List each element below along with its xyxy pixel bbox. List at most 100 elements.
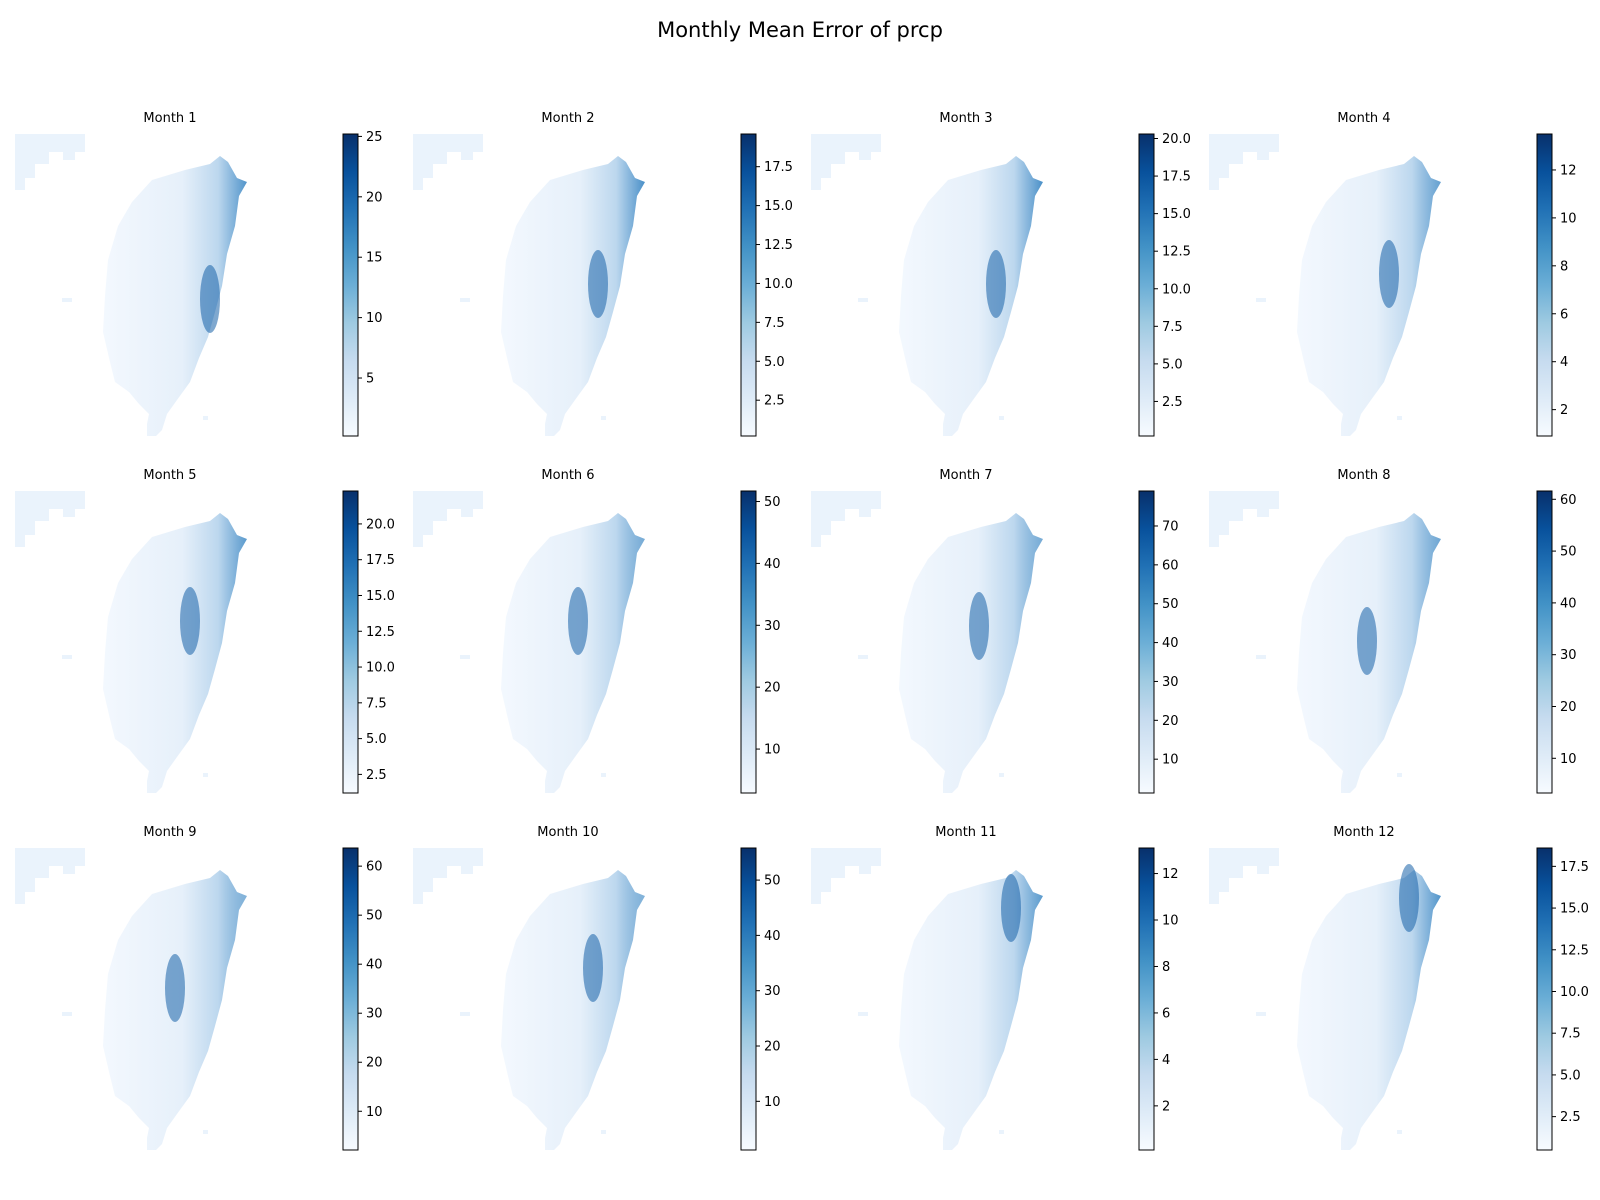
panel-title: Month 5 <box>143 468 196 483</box>
small-island <box>858 1012 868 1016</box>
colorbar-tick-label: 2 <box>1560 403 1568 418</box>
month-panel: Month 5 2.5 5.0 7.5 10.0 12.5 15.0 17.5 20.0 <box>15 468 395 794</box>
small-island <box>999 773 1004 777</box>
main-island-heatmap <box>899 156 1043 436</box>
colorbar-tick-label: 7.5 <box>1560 1027 1581 1042</box>
colorbar-tick-label: 8 <box>1560 259 1568 274</box>
colorbar-tick-label: 15 <box>366 251 383 266</box>
colorbar: 2 4 6 8 10 12 <box>1138 847 1179 1151</box>
offshore-islands <box>1209 491 1279 547</box>
colorbar-tick-label: 12.5 <box>1560 943 1589 958</box>
small-island <box>601 416 606 420</box>
colorbar-tick-label: 2 <box>1162 1099 1170 1114</box>
colorbar-tick-label: 20.0 <box>366 517 395 532</box>
colorbar-scale <box>342 490 359 794</box>
colorbar-tick-label: 60 <box>1162 558 1179 573</box>
colorbar-tick-label: 10 <box>764 743 781 758</box>
small-island <box>601 1130 606 1134</box>
colorbar-tick-label: 17.5 <box>1560 860 1589 875</box>
small-island <box>460 1012 470 1016</box>
small-island <box>62 655 72 659</box>
offshore-islands <box>811 848 881 904</box>
colorbar: 2.5 5.0 7.5 10.0 12.5 15.0 17.5 20.0 <box>1138 132 1191 437</box>
small-island <box>203 773 208 777</box>
colorbar-tick-label: 40 <box>1162 636 1179 651</box>
colorbar-tick-label: 15.0 <box>1560 902 1589 917</box>
colorbar-tick-label: 12.5 <box>1162 245 1191 260</box>
colorbar-tick-label: 12.5 <box>764 238 793 253</box>
month-panel: Month 1 5 10 15 20 25 <box>15 111 383 437</box>
colorbar-tick-label: 8 <box>1162 960 1170 975</box>
colorbar-scale <box>342 847 359 1151</box>
colorbar-tick-label: 20 <box>764 1040 781 1055</box>
colorbar: 5 10 15 20 25 <box>342 130 383 437</box>
error-hotspot <box>583 934 603 1002</box>
colorbar-tick-label: 25 <box>366 130 383 145</box>
panel-title: Month 4 <box>1337 111 1390 126</box>
panel-title: Month 7 <box>939 468 992 483</box>
error-hotspot <box>1357 607 1377 675</box>
colorbar-tick-label: 5.0 <box>1560 1068 1581 1083</box>
colorbar-scale <box>740 490 757 794</box>
month-panel: Month 8 10 20 30 40 50 60 <box>1209 468 1577 794</box>
colorbar: 10 20 30 40 50 <box>740 847 781 1151</box>
colorbar: 10 20 30 40 50 60 <box>1536 490 1577 794</box>
colorbar-tick-label: 5.0 <box>366 732 387 747</box>
offshore-islands <box>811 491 881 547</box>
panel-title: Month 6 <box>541 468 594 483</box>
colorbar-tick-label: 70 <box>1162 519 1179 534</box>
error-hotspot <box>1001 874 1021 942</box>
colorbar-tick-label: 7.5 <box>764 316 785 331</box>
colorbar-scale <box>1536 847 1553 1151</box>
colorbar-tick-label: 4 <box>1560 355 1568 370</box>
colorbar-tick-label: 17.5 <box>366 553 395 568</box>
month-panel: Month 2 2.5 5.0 7.5 10.0 12.5 15.0 17.5 <box>413 111 793 437</box>
main-island-heatmap <box>501 870 645 1150</box>
error-hotspot <box>165 954 185 1022</box>
small-island <box>62 298 72 302</box>
small-island <box>203 1130 208 1134</box>
colorbar-tick-label: 10.0 <box>366 661 395 676</box>
month-panel: Month 11 2 4 6 8 10 12 <box>811 825 1179 1151</box>
colorbar-tick-label: 20.0 <box>1162 132 1191 147</box>
error-hotspot <box>588 250 608 318</box>
main-island-heatmap <box>1297 156 1441 436</box>
month-panel: Month 9 10 20 30 40 50 60 <box>15 825 383 1151</box>
offshore-islands <box>15 134 85 190</box>
offshore-islands <box>811 134 881 190</box>
main-island-heatmap <box>899 870 1043 1150</box>
colorbar-tick-label: 7.5 <box>366 696 387 711</box>
colorbar: 2.5 5.0 7.5 10.0 12.5 15.0 17.5 <box>740 133 793 437</box>
colorbar-tick-label: 15.0 <box>1162 207 1191 222</box>
colorbar-tick-label: 50 <box>1162 597 1179 612</box>
small-island <box>203 416 208 420</box>
colorbar-tick-label: 20 <box>366 190 383 205</box>
main-island-heatmap <box>501 156 645 436</box>
colorbar-tick-label: 5 <box>366 372 374 387</box>
panel-title: Month 2 <box>541 111 594 126</box>
error-hotspot <box>1399 864 1419 932</box>
main-island-heatmap <box>103 156 247 436</box>
error-hotspot <box>1379 240 1399 308</box>
small-island <box>1256 655 1266 659</box>
error-hotspot <box>200 265 220 333</box>
colorbar: 2 4 6 8 10 12 <box>1536 133 1577 437</box>
colorbar-tick-label: 5.0 <box>764 355 785 370</box>
small-island <box>460 655 470 659</box>
month-panel: Month 3 2.5 5.0 7.5 10.0 12.5 15.0 17.5 20.0 <box>811 111 1191 437</box>
small-island <box>1256 298 1266 302</box>
panel-title: Month 3 <box>939 111 992 126</box>
main-island-heatmap <box>501 513 645 793</box>
small-island <box>999 416 1004 420</box>
error-hotspot <box>568 587 588 655</box>
colorbar-tick-label: 10 <box>1162 914 1179 929</box>
figure-title: Monthly Mean Error of prcp <box>657 18 943 42</box>
colorbar: 2.5 5.0 7.5 10.0 12.5 15.0 17.5 <box>1536 847 1589 1151</box>
panel-title: Month 9 <box>143 825 196 840</box>
colorbar-scale <box>342 133 359 437</box>
small-island <box>62 1012 72 1016</box>
colorbar-tick-label: 2.5 <box>1560 1110 1581 1125</box>
colorbar-tick-label: 20 <box>764 681 781 696</box>
small-island <box>858 298 868 302</box>
